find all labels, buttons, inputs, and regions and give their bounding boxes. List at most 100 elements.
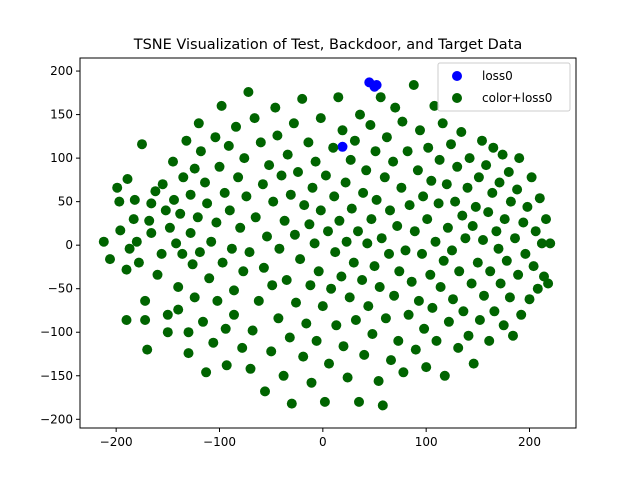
- scatter-point: [173, 304, 184, 315]
- scatter-point: [164, 222, 175, 233]
- scatter-point: [390, 102, 401, 113]
- scatter-point: [470, 201, 481, 212]
- y-tick-label: 0: [65, 238, 73, 252]
- scatter-point: [443, 316, 454, 327]
- scatter-point: [233, 172, 244, 183]
- scatter-point: [371, 194, 382, 205]
- scatter-point: [217, 257, 228, 268]
- scatter-point: [400, 245, 411, 256]
- scatter-point: [168, 156, 178, 167]
- scatter-point: [363, 301, 374, 312]
- scatter-point: [404, 200, 415, 211]
- scatter-point: [427, 302, 438, 313]
- scatter-point: [221, 360, 232, 371]
- scatter-point: [315, 205, 326, 216]
- scatter-point: [142, 344, 153, 355]
- scatter-point: [450, 196, 461, 207]
- scatter-point: [231, 121, 241, 132]
- scatter-point: [456, 127, 467, 137]
- scatter-point: [524, 294, 535, 305]
- scatter-point: [226, 243, 237, 254]
- scatter-point: [495, 278, 506, 289]
- legend-label-color-loss0: color+loss0: [482, 91, 552, 105]
- scatter-point: [497, 149, 508, 160]
- scatter-point: [258, 262, 269, 273]
- scatter-point: [341, 236, 352, 247]
- scatter-point: [412, 165, 423, 176]
- scatter-point: [274, 243, 285, 254]
- scatter-point: [431, 335, 442, 346]
- scatter-point: [423, 142, 434, 153]
- scatter-point: [348, 257, 359, 268]
- scatter-point: [526, 172, 537, 183]
- scatter-point: [175, 208, 186, 219]
- scatter-point: [442, 222, 453, 233]
- y-tick-label: −200: [40, 412, 73, 426]
- plot-frame: [79, 57, 577, 429]
- scatter-point: [488, 142, 499, 153]
- scatter-point: [485, 266, 496, 277]
- scatter-point: [115, 225, 126, 236]
- scatter-point: [333, 92, 344, 103]
- scatter-point: [477, 135, 487, 146]
- scatter-point: [193, 118, 204, 129]
- scatter-point: [295, 254, 306, 265]
- scatter-point: [276, 170, 287, 181]
- scatter-point: [272, 130, 283, 141]
- scatter-point: [229, 285, 239, 296]
- scatter-point: [337, 125, 348, 136]
- scatter-point: [402, 146, 413, 157]
- scatter-point: [211, 217, 222, 228]
- scatter-point: [346, 203, 357, 214]
- scatter-point: [160, 205, 171, 216]
- y-tick-label: −100: [40, 325, 73, 339]
- scatter-point: [323, 226, 333, 237]
- scatter-point: [406, 276, 417, 287]
- scatter-point: [198, 316, 208, 327]
- scatter-point: [187, 259, 198, 270]
- scatter-point: [373, 376, 384, 386]
- scatter-point: [260, 386, 270, 397]
- scatter-point: [452, 161, 463, 172]
- scatter-point: [189, 292, 200, 303]
- scatter-point: [297, 93, 308, 104]
- scatter-point: [350, 315, 361, 325]
- scatter-point: [284, 332, 295, 343]
- scatter-point: [426, 175, 437, 186]
- scatter-point: [334, 215, 345, 226]
- scatter-point: [244, 247, 255, 258]
- scatter-point: [534, 193, 545, 204]
- x-tick-label: 0: [319, 435, 327, 449]
- scatter-point: [189, 163, 200, 174]
- scatter-point: [264, 160, 275, 171]
- scatter-point: [472, 257, 483, 268]
- scatter-point: [355, 109, 365, 120]
- scatter-point: [380, 313, 391, 324]
- points-layer: [98, 77, 556, 411]
- scatter-point: [429, 100, 440, 111]
- scatter-point: [310, 156, 321, 167]
- y-tick-label: −50: [48, 282, 73, 296]
- scatter-point: [238, 266, 249, 277]
- scatter-point: [98, 236, 109, 247]
- scatter-point: [304, 219, 315, 230]
- scatter-point: [396, 182, 407, 193]
- scatter-point: [375, 92, 386, 103]
- scatter-point: [129, 194, 140, 205]
- scatter-point: [223, 140, 234, 151]
- scatter-point: [415, 125, 425, 136]
- scatter-point: [216, 100, 227, 111]
- scatter-point: [493, 243, 504, 254]
- scatter-point: [195, 146, 206, 157]
- scatter-point: [133, 257, 144, 268]
- scatter-point: [266, 346, 277, 357]
- scatter-point: [270, 102, 281, 113]
- scatter-point: [354, 396, 364, 407]
- scatter-point: [281, 275, 292, 285]
- scatter-point: [268, 196, 279, 207]
- scatter-point: [336, 271, 347, 282]
- scatter-point: [545, 238, 556, 249]
- scatter-point: [438, 255, 449, 266]
- scatter-point: [388, 156, 399, 167]
